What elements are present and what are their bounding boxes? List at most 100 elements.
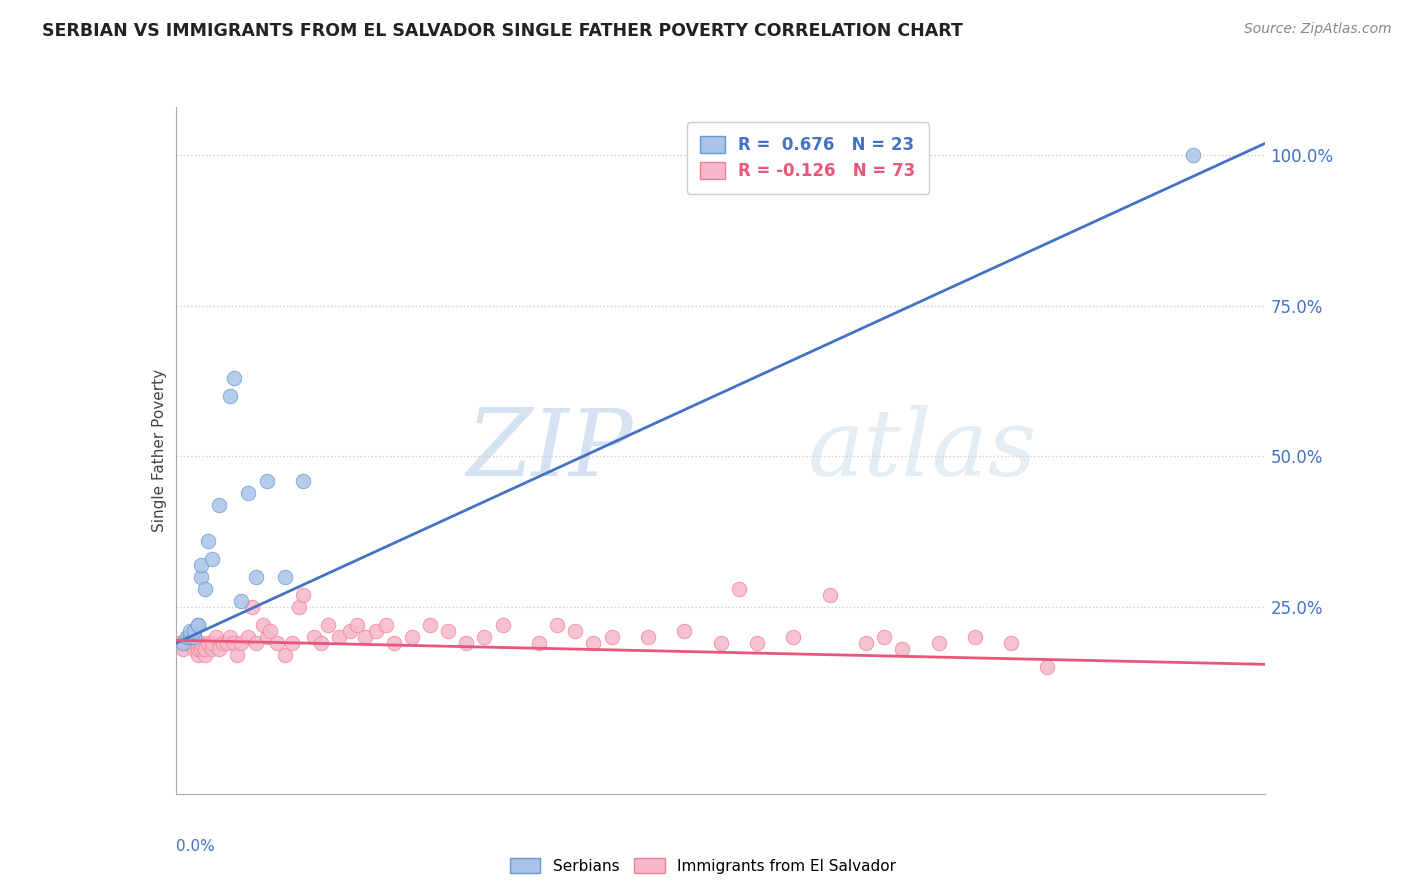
Text: Source: ZipAtlas.com: Source: ZipAtlas.com	[1244, 22, 1392, 37]
Point	[219, 389, 242, 403]
Text: SERBIAN VS IMMIGRANTS FROM EL SALVADOR SINGLE FATHER POVERTY CORRELATION CHART: SERBIAN VS IMMIGRANTS FROM EL SALVADOR S…	[42, 22, 963, 40]
Point	[186, 642, 209, 657]
Point	[546, 618, 568, 632]
Point	[194, 582, 217, 596]
Point	[183, 630, 205, 644]
Point	[194, 648, 217, 663]
Point	[256, 630, 278, 644]
Point	[1036, 660, 1059, 674]
Point	[231, 594, 253, 608]
Point	[266, 636, 288, 650]
Text: 0.0%: 0.0%	[176, 838, 215, 854]
Point	[201, 636, 224, 650]
Y-axis label: Single Father Poverty: Single Father Poverty	[152, 369, 167, 532]
Point	[288, 600, 311, 615]
Point	[274, 648, 297, 663]
Point	[197, 636, 219, 650]
Point	[928, 636, 950, 650]
Point	[190, 636, 212, 650]
Point	[179, 630, 201, 644]
Point	[353, 630, 375, 644]
Point	[186, 636, 209, 650]
Point	[274, 570, 297, 584]
Point	[190, 642, 212, 657]
Point	[401, 630, 423, 644]
Point	[818, 588, 841, 602]
Text: ZIP: ZIP	[467, 406, 633, 495]
Point	[179, 636, 201, 650]
Point	[745, 636, 768, 650]
Point	[252, 618, 274, 632]
Point	[259, 624, 281, 639]
Point	[208, 642, 231, 657]
Point	[339, 624, 361, 639]
Legend: R =  0.676   N = 23, R = -0.126   N = 73: R = 0.676 N = 23, R = -0.126 N = 73	[686, 122, 929, 194]
Point	[245, 570, 267, 584]
Point	[186, 618, 209, 632]
Point	[309, 636, 332, 650]
Point	[527, 636, 550, 650]
Point	[194, 642, 217, 657]
Point	[328, 630, 350, 644]
Point	[891, 642, 914, 657]
Point	[179, 624, 201, 639]
Point	[456, 636, 478, 650]
Point	[1181, 148, 1204, 162]
Point	[240, 600, 263, 615]
Point	[1000, 636, 1022, 650]
Point	[291, 474, 314, 488]
Text: atlas: atlas	[807, 406, 1038, 495]
Point	[256, 474, 278, 488]
Point	[222, 636, 245, 650]
Point	[169, 636, 191, 650]
Point	[346, 618, 368, 632]
Point	[212, 636, 235, 650]
Point	[673, 624, 696, 639]
Point	[302, 630, 325, 644]
Point	[183, 636, 205, 650]
Point	[375, 618, 398, 632]
Point	[190, 570, 212, 584]
Point	[474, 630, 496, 644]
Point	[172, 642, 194, 657]
Point	[179, 630, 201, 644]
Point	[710, 636, 733, 650]
Point	[226, 648, 249, 663]
Point	[364, 624, 387, 639]
Point	[238, 485, 260, 500]
Point	[172, 636, 194, 650]
Point	[183, 630, 205, 644]
Point	[197, 533, 219, 548]
Legend: Serbians, Immigrants from El Salvador: Serbians, Immigrants from El Salvador	[503, 852, 903, 880]
Point	[183, 642, 205, 657]
Point	[419, 618, 441, 632]
Point	[204, 630, 226, 644]
Point	[183, 624, 205, 639]
Point	[291, 588, 314, 602]
Point	[186, 648, 209, 663]
Point	[201, 642, 224, 657]
Point	[190, 558, 212, 572]
Point	[281, 636, 304, 650]
Point	[727, 582, 749, 596]
Point	[201, 552, 224, 566]
Point	[437, 624, 460, 639]
Point	[382, 636, 405, 650]
Point	[176, 630, 198, 644]
Point	[219, 630, 242, 644]
Point	[186, 618, 209, 632]
Point	[245, 636, 267, 650]
Point	[238, 630, 260, 644]
Point	[963, 630, 986, 644]
Point	[637, 630, 659, 644]
Point	[176, 630, 198, 644]
Point	[600, 630, 623, 644]
Point	[855, 636, 877, 650]
Point	[492, 618, 515, 632]
Point	[176, 636, 198, 650]
Point	[231, 636, 253, 650]
Point	[873, 630, 896, 644]
Point	[782, 630, 804, 644]
Point	[222, 371, 245, 385]
Point	[208, 498, 231, 512]
